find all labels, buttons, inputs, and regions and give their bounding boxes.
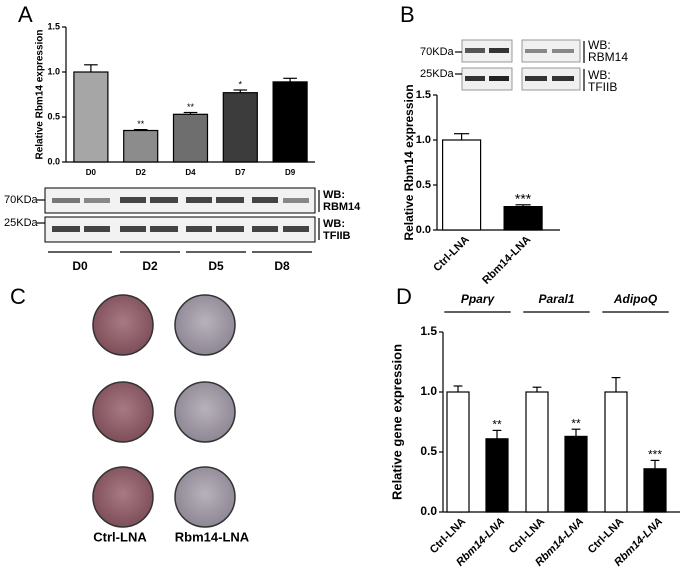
y-tick-label: 0.0 xyxy=(420,504,437,518)
bar xyxy=(485,438,509,513)
wb-label: TFIIB xyxy=(588,80,617,94)
significance-label: ** xyxy=(137,119,145,129)
x-tick-label: Ctrl-LNA xyxy=(507,516,547,556)
plate-label: Rbm14-LNA xyxy=(175,529,250,544)
bar xyxy=(525,391,549,513)
x-tick-label: D4 xyxy=(185,168,196,177)
bar xyxy=(73,71,109,163)
y-tick-label: 0.0 xyxy=(416,224,431,236)
x-tick-label: Ctrl-LNA xyxy=(428,516,468,556)
wb-label: RBM14 xyxy=(323,201,361,213)
bar xyxy=(172,113,209,163)
significance-label: ** xyxy=(187,102,195,112)
panel-letter: C xyxy=(10,284,26,309)
lane-label: D8 xyxy=(274,259,290,273)
wb-label: WB: xyxy=(323,218,345,230)
group-label: AdipoQ xyxy=(613,292,658,306)
significance-label: *** xyxy=(648,448,662,462)
bar xyxy=(643,468,667,513)
marker-label: 70KDa xyxy=(420,46,455,58)
bands xyxy=(52,197,309,232)
lane-label: D0 xyxy=(72,259,88,273)
marker-label: 25KDa xyxy=(4,217,39,229)
lane-label: D5 xyxy=(208,259,224,273)
plate xyxy=(92,294,236,528)
panel-letter: A xyxy=(18,2,33,27)
y-tick-label: 0.5 xyxy=(420,444,437,458)
blot-b: 70KDa 25KDa WB: RBM14 WB: TFIIB xyxy=(420,38,628,94)
y-tick-label: 1.5 xyxy=(47,21,60,31)
x-tick-label: Ctrl-LNA xyxy=(431,234,471,274)
y-tick-label: 1.0 xyxy=(47,66,60,76)
y-axis-label: Relative gene expression xyxy=(389,344,404,500)
y-tick-label: 0.5 xyxy=(416,179,431,191)
wb-label: RBM14 xyxy=(588,50,628,64)
y-tick-label: 1.0 xyxy=(420,384,437,398)
panel-letter: D xyxy=(396,284,412,309)
wb-label: TFIIB xyxy=(323,230,351,242)
y-tick-label: 0.5 xyxy=(47,111,60,121)
significance-label: * xyxy=(239,79,243,89)
panel-letter: B xyxy=(400,2,415,27)
y-axis-label: Relative Rbm14 expression xyxy=(402,84,416,240)
blot-a: 70KDa 25KDa WB: RBM14 WB: TFIIB D0 D2 D5… xyxy=(4,187,361,273)
bar xyxy=(442,139,482,231)
significance-label: *** xyxy=(515,191,532,207)
bar xyxy=(272,81,308,163)
bar xyxy=(222,92,258,163)
bar xyxy=(604,391,628,513)
significance-label: ** xyxy=(492,418,502,432)
x-tick-label: Rbm14-LNA xyxy=(480,234,533,287)
bar xyxy=(446,391,470,513)
bar xyxy=(503,206,543,231)
bar xyxy=(123,129,159,163)
x-tick-label: D2 xyxy=(136,168,147,177)
significance-label: ** xyxy=(571,416,581,430)
x-tick-label: D0 xyxy=(86,168,97,177)
bar xyxy=(564,435,588,513)
x-tick-label: D9 xyxy=(285,168,296,177)
lane-label: D2 xyxy=(142,259,158,273)
y-tick-label: 1.5 xyxy=(416,89,431,101)
wb-label: WB: xyxy=(588,68,611,82)
wb-label: WB: xyxy=(323,189,345,201)
group-label: Pparγ xyxy=(461,292,496,306)
y-tick-label: 0.0 xyxy=(47,156,60,166)
y-tick-label: 1.5 xyxy=(420,324,437,338)
wb-label: WB: xyxy=(588,38,611,52)
x-tick-label: D7 xyxy=(235,168,246,177)
marker-label: 25KDa xyxy=(420,68,455,80)
x-tick-label: Ctrl-LNA xyxy=(586,516,626,556)
plate-label: Ctrl-LNA xyxy=(93,529,147,544)
marker-label: 70KDa xyxy=(4,194,39,206)
y-axis-label: Relative Rbm14 expression xyxy=(35,29,46,159)
y-tick-label: 1.0 xyxy=(416,134,431,146)
group-label: Paral1 xyxy=(538,292,574,306)
